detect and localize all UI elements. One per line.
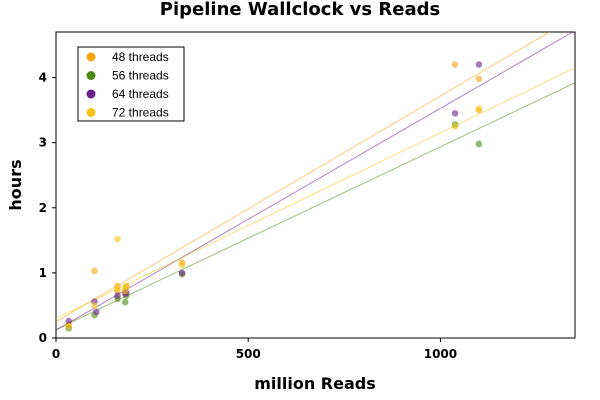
data-point	[121, 287, 129, 295]
data-point	[65, 322, 72, 330]
data-point	[178, 261, 186, 269]
trendlines	[56, 32, 575, 331]
data-point	[451, 61, 459, 68]
x-tick-label: 1000	[424, 347, 457, 361]
legend: 48 threads 56 threads 64 threads 72 threads	[77, 46, 185, 122]
trendline	[56, 67, 575, 319]
chart-title: Pipeline Wallclock vs Reads	[160, 0, 440, 20]
y-axis-title: hours	[6, 159, 25, 210]
trendline	[56, 82, 575, 330]
data-point	[475, 105, 483, 113]
data-point	[451, 123, 459, 130]
data-point	[91, 267, 98, 275]
data-point	[475, 61, 483, 68]
x-axis-title: million Reads	[254, 374, 376, 393]
data-point	[114, 285, 121, 293]
legend-label: 64 threads	[112, 87, 169, 101]
data-point	[121, 298, 129, 306]
x-tick-label: 0	[52, 347, 60, 361]
data-point	[93, 308, 100, 316]
x-tick-label: 500	[236, 347, 261, 361]
data-point	[475, 140, 483, 148]
trendline	[56, 32, 551, 323]
data-point	[178, 269, 186, 277]
data-points	[65, 61, 483, 332]
legend-marker	[86, 108, 96, 117]
legend-marker	[86, 71, 96, 80]
y-tick-label: 0	[39, 331, 47, 345]
y-tick-label: 2	[39, 201, 47, 215]
y-tick-label: 1	[39, 266, 47, 280]
legend-marker	[86, 89, 96, 99]
y-tick-label: 3	[39, 136, 47, 150]
legend-label: 48 threads	[112, 50, 169, 64]
data-point	[114, 235, 121, 243]
legend-label: 72 threads	[112, 106, 169, 120]
data-point	[451, 110, 459, 117]
data-point	[123, 282, 130, 290]
legend-label: 56 threads	[112, 69, 169, 83]
legend-box	[77, 46, 185, 122]
legend-marker	[86, 52, 96, 62]
trendline	[56, 32, 574, 331]
data-point	[475, 75, 483, 83]
data-point	[65, 317, 72, 325]
axis-ticks: 0 500 1000 0 1 2 3 4	[39, 71, 458, 361]
data-point	[114, 292, 121, 299]
data-point	[91, 302, 98, 309]
y-tick-label: 4	[39, 71, 47, 85]
